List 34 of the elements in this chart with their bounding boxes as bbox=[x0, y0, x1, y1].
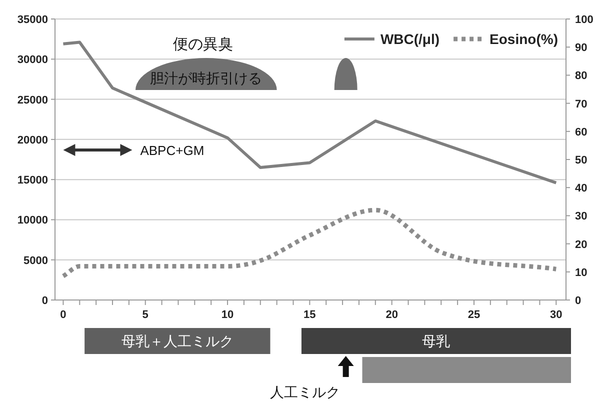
y-tick-label: 0 bbox=[42, 295, 48, 307]
y2-tick-label: 50 bbox=[575, 154, 588, 166]
y2-tick-label: 40 bbox=[575, 182, 588, 195]
x-tick-label: 0 bbox=[60, 309, 66, 321]
y2-tick-label: 0 bbox=[575, 295, 582, 307]
y-tick-label: 35000 bbox=[17, 14, 48, 26]
x-tick-label: 5 bbox=[142, 309, 148, 321]
x-tick-label: 15 bbox=[304, 309, 316, 321]
legend-label: WBC(/μl) bbox=[380, 31, 440, 47]
annotation: ABPC+GM bbox=[140, 143, 204, 158]
y-tick-label: 5000 bbox=[24, 254, 48, 267]
y-tick-label: 15000 bbox=[17, 174, 48, 187]
x-tick-label: 10 bbox=[221, 309, 234, 321]
text: 人工ミルク bbox=[270, 384, 340, 400]
y-tick-label: 20000 bbox=[17, 134, 48, 146]
y-tick-label: 25000 bbox=[17, 94, 48, 106]
y-tick-label: 10000 bbox=[17, 214, 48, 227]
x-tick-label: 30 bbox=[550, 309, 562, 321]
y2-tick-label: 10 bbox=[575, 266, 588, 279]
y2-tick-label: 100 bbox=[575, 14, 594, 26]
y2-tick-label: 30 bbox=[575, 210, 588, 223]
y2-tick-label: 80 bbox=[575, 70, 588, 82]
y2-tick-label: 20 bbox=[575, 238, 588, 251]
annotation: 胆汁が時折引ける bbox=[150, 70, 262, 86]
legend-label: Eosino(%) bbox=[490, 31, 558, 47]
annotation: 便の異臭 bbox=[172, 36, 233, 53]
y2-tick-label: 60 bbox=[575, 126, 588, 138]
text: 母乳＋人工ミルク bbox=[121, 333, 234, 349]
x-tick-label: 25 bbox=[468, 309, 480, 321]
y-tick-label: 30000 bbox=[17, 54, 48, 66]
y2-tick-label: 90 bbox=[575, 42, 588, 54]
y2-tick-label: 70 bbox=[575, 98, 588, 110]
text: 母乳 bbox=[422, 333, 450, 349]
x-tick-label: 20 bbox=[386, 309, 398, 321]
